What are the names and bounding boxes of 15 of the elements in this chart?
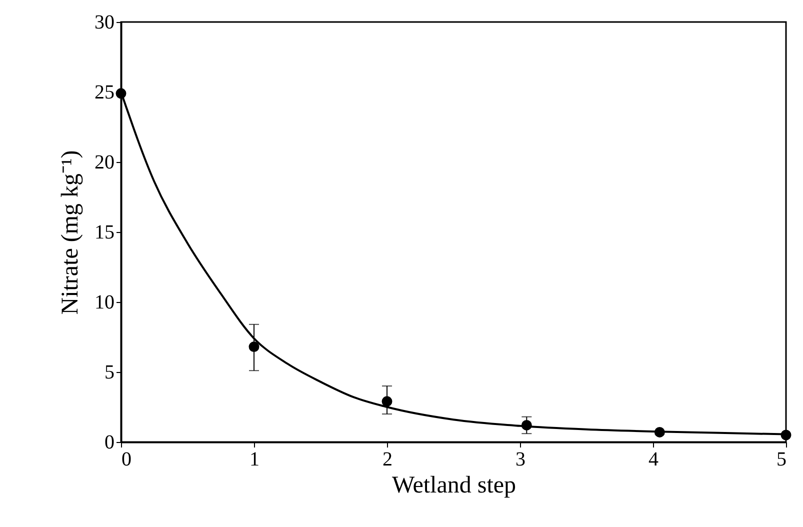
x-axis-title: Wetland step — [392, 472, 516, 498]
y-tick-label: 5 — [104, 362, 114, 384]
x-tick-label: 1 — [250, 448, 260, 470]
y-tick-label: 15 — [94, 222, 114, 244]
y-axis-title: Nitrate (mg kg⁻¹) — [58, 150, 84, 315]
x-tick-label: 5 — [776, 448, 786, 470]
y-tick-label: 30 — [94, 12, 114, 34]
x-tick-label: 3 — [516, 448, 526, 470]
x-tick-label: 2 — [382, 448, 392, 470]
x-tick-label: 0 — [122, 448, 132, 470]
y-tick-label: 20 — [94, 152, 114, 174]
y-tick-label: 10 — [94, 292, 114, 314]
x-tick-label: 4 — [648, 448, 658, 470]
y-tick-label: 25 — [94, 82, 114, 104]
y-tick-label: 0 — [104, 432, 114, 454]
